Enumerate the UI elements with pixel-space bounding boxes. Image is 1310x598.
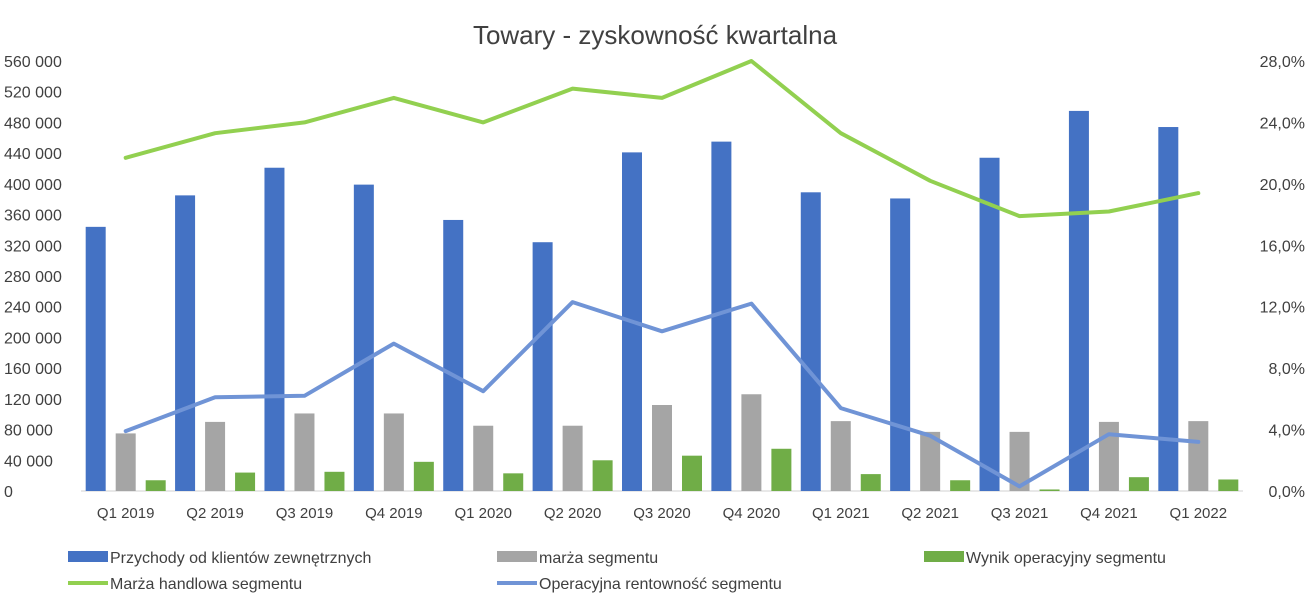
legend-label: marża segmentu	[539, 550, 658, 567]
bar-1	[85, 226, 106, 491]
category-label: Q3 2019	[276, 505, 334, 522]
bar-2	[562, 425, 583, 491]
right-tick-label: 28,0%	[1260, 54, 1305, 71]
category-label: Q1 2022	[1170, 505, 1228, 522]
bar-3	[235, 472, 256, 491]
bar-1	[175, 195, 196, 491]
category-label: Q2 2021	[901, 505, 959, 522]
category-label: Q4 2019	[365, 505, 423, 522]
category-label: Q3 2020	[633, 505, 691, 522]
left-tick-label: 80 000	[4, 423, 53, 440]
lines	[123, 59, 1201, 489]
legend-label: Marża handlowa segmentu	[110, 576, 302, 593]
left-tick-label: 280 000	[4, 269, 62, 286]
left-tick-label: 480 000	[4, 115, 62, 132]
left-tick-label: 200 000	[4, 330, 62, 347]
left-tick-label: 560 000	[4, 54, 62, 71]
category-label: Q4 2021	[1080, 505, 1138, 522]
bar-1	[532, 242, 553, 491]
bars	[85, 110, 1239, 492]
left-tick-label: 360 000	[4, 208, 62, 225]
bar-2	[473, 425, 494, 491]
bar-1	[979, 157, 1000, 491]
right-tick-label: 16,0%	[1260, 238, 1305, 255]
left-tick-label: 400 000	[4, 177, 62, 194]
bar-3	[1218, 479, 1239, 491]
category-label: Q2 2019	[186, 505, 244, 522]
right-tick-label: 0,0%	[1269, 484, 1305, 501]
bar-2	[1009, 431, 1030, 491]
bar-3	[771, 448, 792, 491]
left-tick-label: 120 000	[4, 392, 62, 409]
left-tick-label: 160 000	[4, 361, 62, 378]
bar-3	[1128, 477, 1149, 491]
category-label: Q1 2019	[97, 505, 155, 522]
left-tick-label: 440 000	[4, 146, 62, 163]
bar-3	[413, 461, 434, 491]
right-tick-label: 24,0%	[1260, 115, 1305, 132]
legend-label: Przychody od klientów zewnętrznych	[110, 550, 371, 567]
bar-3	[324, 471, 345, 491]
legend-swatch	[68, 551, 108, 562]
legend-label: Operacyjna rentowność segmentu	[539, 576, 782, 593]
bar-2	[741, 394, 762, 491]
category-label: Q1 2020	[454, 505, 512, 522]
bar-1	[353, 184, 374, 491]
bar-2	[383, 413, 404, 491]
x-axis: Q1 2019 Q2 2019 Q3 2019 Q4 2019 Q1 2020 Q2 20…	[97, 505, 1227, 522]
legend: Przychody od klientów zewnętrznych marża …	[68, 550, 1166, 593]
bar-3	[503, 473, 524, 491]
bar-2	[830, 421, 851, 491]
bar-1	[443, 219, 464, 492]
bar-3	[1039, 489, 1060, 491]
category-label: Q2 2020	[544, 505, 602, 522]
bar-2	[652, 405, 672, 491]
bar-2	[294, 413, 315, 491]
bar-1	[1158, 127, 1179, 492]
bar-2	[1188, 421, 1209, 491]
category-label: Q1 2021	[812, 505, 870, 522]
bar-1	[1068, 110, 1089, 492]
bar-3	[860, 474, 881, 491]
line-series-2	[123, 300, 1201, 489]
legend-swatch	[924, 551, 964, 562]
legend-label: Wynik operacyjny segmentu	[966, 550, 1166, 567]
bar-3	[682, 455, 702, 491]
category-label: Q4 2020	[723, 505, 781, 522]
bar-1	[800, 192, 821, 491]
bar-3	[145, 480, 166, 491]
bar-2	[920, 431, 941, 491]
bar-2	[205, 421, 226, 491]
bar-1	[264, 167, 285, 491]
left-tick-label: 520 000	[4, 85, 62, 102]
bar-2	[115, 433, 136, 491]
right-tick-label: 4,0%	[1269, 423, 1305, 440]
left-tick-label: 40 000	[4, 453, 53, 470]
right-tick-label: 20,0%	[1260, 177, 1305, 194]
category-label: Q3 2021	[991, 505, 1049, 522]
bar-3	[950, 480, 971, 491]
right-axis: 0,0% 4,0% 8,0% 12,0% 16,0% 20,0% 24,0% 28,0%	[1260, 54, 1305, 501]
chart-title: Towary - zyskowność kwartalna	[473, 20, 838, 50]
left-tick-label: 320 000	[4, 238, 62, 255]
bar-1	[711, 141, 732, 491]
line-series-1	[123, 59, 1201, 219]
left-axis: 0 40 000 80 000 120 000 160 000 200 000 240 00…	[4, 54, 62, 501]
right-tick-label: 12,0%	[1260, 300, 1305, 317]
left-tick-label: 240 000	[4, 300, 62, 317]
right-tick-label: 8,0%	[1269, 361, 1305, 378]
left-tick-label: 0	[4, 484, 13, 501]
legend-swatch	[497, 551, 537, 562]
bar-1	[890, 198, 911, 492]
bar-3	[592, 460, 613, 491]
